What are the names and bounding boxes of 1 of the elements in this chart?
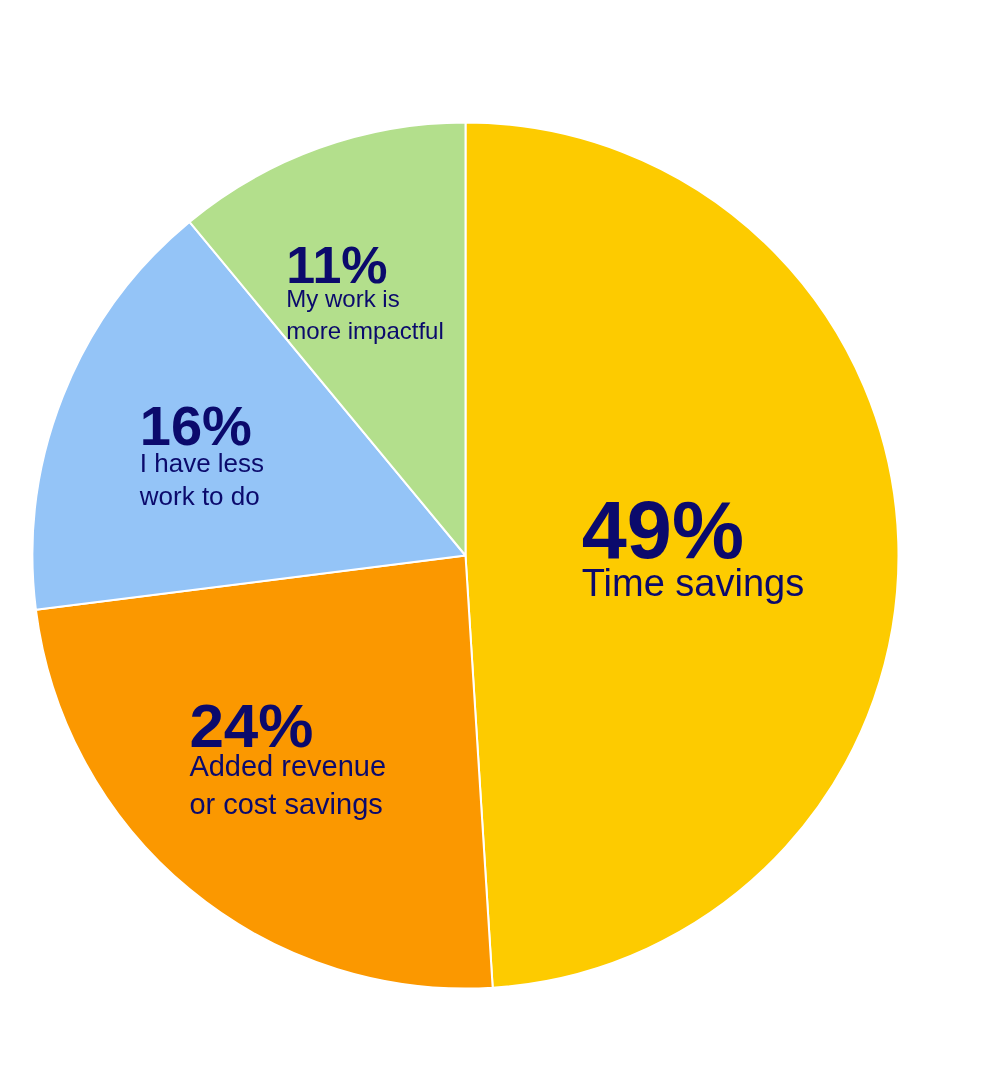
slice-label: I have less work to do <box>138 447 265 512</box>
